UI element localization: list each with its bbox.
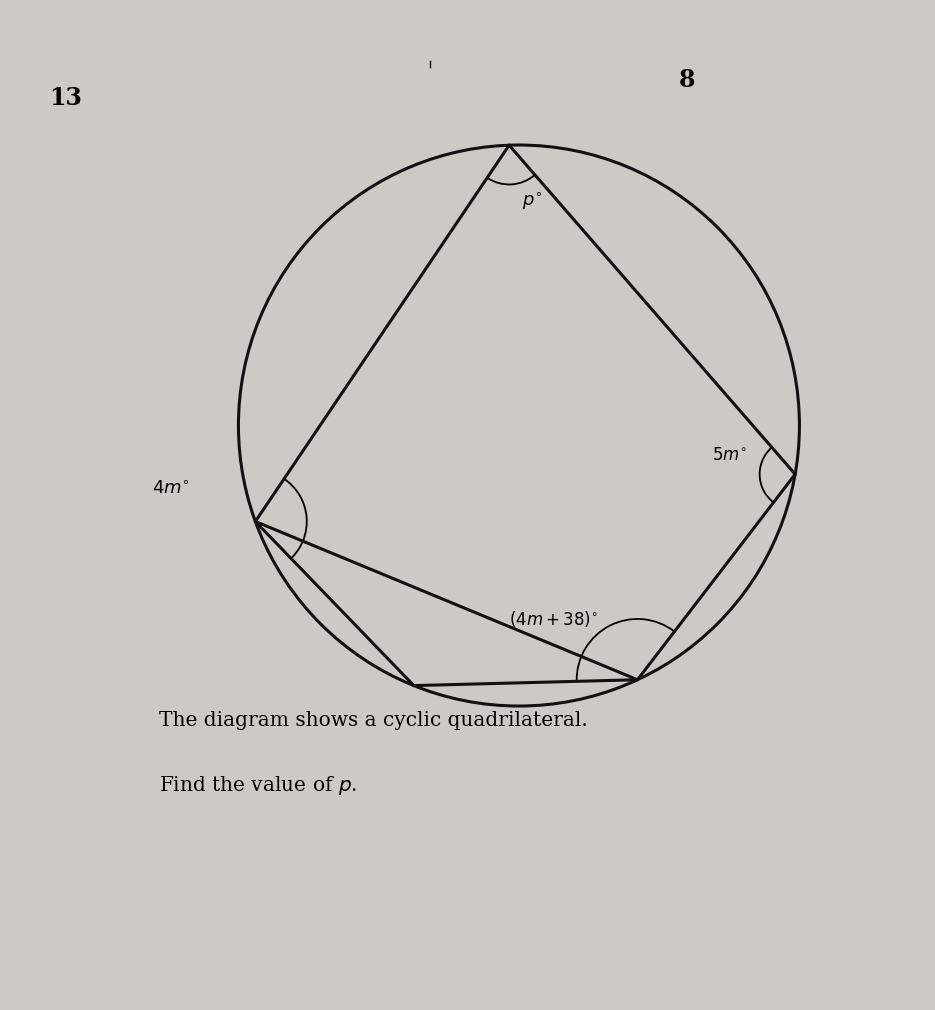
- Text: 8: 8: [679, 68, 696, 92]
- Text: $4m^{\circ}$: $4m^{\circ}$: [152, 480, 190, 498]
- Text: $p^{\circ}$: $p^{\circ}$: [523, 191, 542, 212]
- Text: $(4m + 38)^{\circ}$: $(4m + 38)^{\circ}$: [509, 609, 597, 629]
- Text: The diagram shows a cyclic quadrilateral.: The diagram shows a cyclic quadrilateral…: [159, 711, 588, 729]
- Text: 13: 13: [49, 86, 82, 110]
- Text: Find the value of $p$.: Find the value of $p$.: [159, 774, 357, 797]
- Text: $5m^{\circ}$: $5m^{\circ}$: [712, 447, 747, 464]
